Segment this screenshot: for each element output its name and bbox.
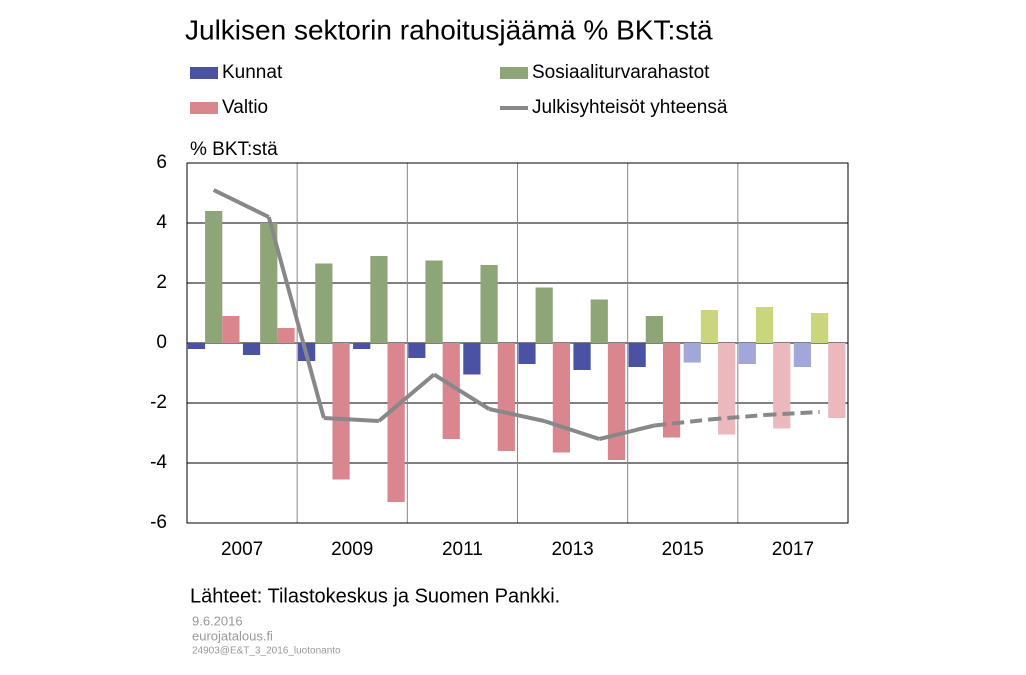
bar xyxy=(590,299,608,343)
footer-date: 9.6.2016 xyxy=(192,613,243,628)
bar xyxy=(810,313,829,343)
x-tick-label: 2017 xyxy=(772,539,814,560)
chart-title: Julkisen sektorin rahoitusjäämä % BKT:st… xyxy=(185,14,713,45)
bar xyxy=(773,343,791,429)
source: Lähteet: Tilastokeskus ja Suomen Pankki. xyxy=(190,585,560,607)
line-segment xyxy=(323,416,380,423)
bar xyxy=(442,343,460,439)
bar xyxy=(607,343,626,460)
legend-swatch xyxy=(190,67,218,79)
bar xyxy=(187,343,206,349)
bar xyxy=(408,343,426,358)
y-tick-label: -2 xyxy=(150,392,167,413)
line-segment xyxy=(654,417,710,428)
bar xyxy=(463,343,481,375)
bar xyxy=(718,343,736,435)
legend-swatch xyxy=(190,102,218,114)
bar xyxy=(662,343,681,438)
y-tick-label: 6 xyxy=(156,152,167,173)
plot-border xyxy=(186,162,849,524)
line-segment xyxy=(709,413,765,422)
y-tick-label: 2 xyxy=(156,272,167,293)
y-tick-label: -4 xyxy=(150,452,167,473)
line-segment xyxy=(764,410,820,417)
x-tick-label: 2015 xyxy=(662,539,704,560)
bar xyxy=(645,316,663,343)
footer-code: 24903@E&T_3_2016_luotonanto xyxy=(192,646,341,657)
bar xyxy=(480,265,498,343)
bar xyxy=(497,343,515,451)
bar xyxy=(277,328,295,343)
bar xyxy=(242,343,261,355)
bar xyxy=(315,263,333,343)
bar xyxy=(205,211,223,343)
bar xyxy=(828,343,846,418)
x-tick-label: 2009 xyxy=(331,539,373,560)
bar xyxy=(370,256,388,343)
y-tick-label: 0 xyxy=(156,332,167,353)
bar xyxy=(425,260,443,343)
legend-label: Kunnat xyxy=(222,62,283,83)
x-tick-label: 2011 xyxy=(442,539,483,560)
line-segment xyxy=(212,188,270,219)
bar xyxy=(222,316,240,343)
line-segment xyxy=(377,372,436,423)
line-segment xyxy=(543,419,600,441)
line-segment xyxy=(432,372,491,411)
bar xyxy=(332,343,350,480)
bar xyxy=(353,343,371,349)
bar xyxy=(628,343,646,367)
bar xyxy=(793,343,811,367)
legend-label: Sosiaaliturvarahastot xyxy=(532,62,710,83)
bar xyxy=(738,343,756,364)
y-tick-label: -6 xyxy=(150,512,167,533)
bar xyxy=(387,343,405,502)
footer-site: eurojatalous.fi xyxy=(192,628,273,643)
legend-swatch xyxy=(500,67,528,79)
bar xyxy=(260,223,278,343)
x-tick-label: 2007 xyxy=(221,539,263,560)
y-tick-label: 4 xyxy=(156,212,167,233)
line-segment xyxy=(266,216,326,419)
bar xyxy=(573,343,591,370)
legend-label: Julkisyhteisöt yhteensä xyxy=(532,97,728,118)
line-segment xyxy=(598,423,655,441)
bar xyxy=(755,307,774,343)
bar xyxy=(552,343,571,453)
line-segment xyxy=(488,407,545,423)
bar xyxy=(518,343,536,364)
x-tick-label: 2013 xyxy=(551,539,593,560)
bar xyxy=(535,287,553,343)
legend-label: Valtio xyxy=(222,97,268,118)
bar xyxy=(700,310,719,343)
bar xyxy=(683,343,701,363)
y-axis-label: % BKT:stä xyxy=(190,139,278,160)
